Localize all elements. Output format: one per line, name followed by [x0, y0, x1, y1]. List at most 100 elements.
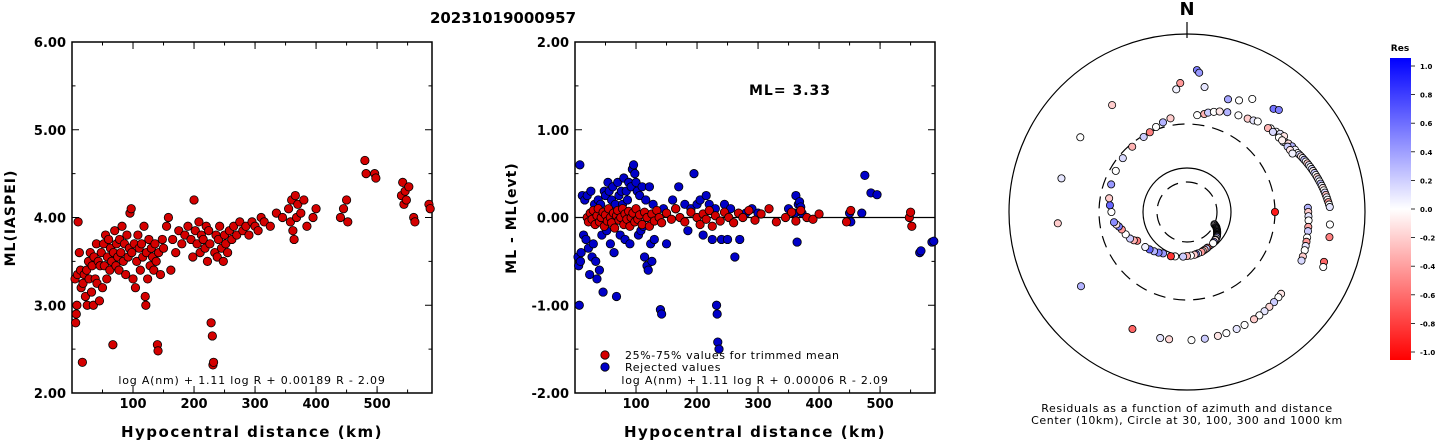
y-tick-label: 0.00 [537, 212, 569, 227]
data-point [141, 300, 151, 310]
y-tick-label: 6.00 [34, 36, 66, 51]
residual-polar-plot: N Residuals as a function of azimuth and… [1008, 0, 1366, 427]
station-point [1271, 207, 1280, 216]
data-point [666, 214, 677, 224]
data-points [573, 160, 939, 354]
data-point [110, 226, 120, 236]
colorbar-tick-label: 0.8 [1420, 92, 1433, 100]
data-point [729, 218, 739, 228]
y-tick-label: -1.00 [532, 299, 569, 314]
legend-label-trimmed: 25%-75% values for trimmed mean [625, 349, 840, 362]
station-point [1105, 201, 1114, 210]
data-point [285, 217, 296, 227]
data-point [166, 265, 176, 275]
data-point [194, 217, 204, 227]
data-point [72, 300, 82, 310]
data-point [158, 243, 169, 253]
station-point [1107, 180, 1116, 189]
data-point [916, 246, 926, 256]
data-point [628, 160, 639, 170]
y-tick-label: 5.00 [34, 124, 66, 139]
data-point [686, 207, 696, 217]
data-point [715, 216, 725, 226]
data-point [683, 226, 693, 236]
data-point [695, 195, 705, 205]
x-tick-label: 200 [683, 397, 710, 412]
colorbar-tick-label: 1.0 [1420, 63, 1433, 71]
station-point [1278, 136, 1287, 145]
station-point [1139, 132, 1148, 141]
station-point [1108, 101, 1117, 110]
data-point [410, 217, 420, 227]
station-point [1179, 252, 1188, 261]
station-point [1209, 239, 1218, 248]
x-tick-label: 100 [119, 397, 146, 412]
data-point [735, 234, 745, 245]
event-id-title: 20231019000957 [430, 9, 576, 27]
station-point [1172, 85, 1181, 94]
data-point [296, 208, 306, 218]
colorbar-tick-label: -0.8 [1420, 320, 1435, 328]
data-point [635, 190, 645, 201]
station-point [1274, 105, 1283, 114]
data-point [796, 205, 806, 216]
data-point [586, 186, 596, 196]
data-point [161, 221, 172, 231]
residual-vs-distance-panel: 100 200 300 400 500 -2.00 -1.00 0.00 1.00 2.00 ML… [504, 36, 939, 441]
data-point [711, 300, 722, 310]
station-point [1107, 207, 1116, 216]
data-point [302, 221, 312, 231]
y-tick-label: 2.00 [537, 36, 569, 51]
data-point [611, 291, 622, 302]
data-point [218, 256, 228, 266]
data-point [73, 217, 83, 227]
data-point [575, 256, 586, 266]
data-point [907, 221, 917, 231]
legend-label-rejected: Rejected values [625, 361, 721, 374]
data-point [701, 190, 711, 201]
data-point [872, 190, 882, 200]
data-point [425, 204, 435, 214]
station-point [1288, 149, 1297, 158]
residual-colorbar: Res 1.0 0.8 0.6 0.4 0.2 0.0 -0.2 -0.4 -0.6 -0.8 -1… [1390, 44, 1435, 360]
station-point [1234, 111, 1243, 120]
station-point [1215, 107, 1224, 116]
y-tick-label: 4.00 [34, 212, 66, 227]
colorbar-tick-label: -0.4 [1420, 263, 1435, 271]
data-point [738, 212, 748, 223]
data-point [232, 230, 242, 240]
data-point [574, 300, 584, 310]
data-point [613, 177, 623, 187]
data-point [581, 234, 591, 245]
station-point [1166, 252, 1175, 261]
data-point [341, 195, 352, 205]
distance-circle [1156, 181, 1218, 243]
data-point [202, 256, 213, 266]
station-point [1297, 256, 1306, 265]
data-point [128, 274, 138, 284]
data-point [661, 239, 672, 249]
data-point [671, 204, 681, 214]
data-point [792, 237, 802, 247]
data-point [585, 269, 595, 280]
polar-caption-line2: Center (10km), Circle at 30, 100, 300 an… [1031, 414, 1343, 427]
data-point [188, 252, 198, 262]
data-point [588, 239, 598, 249]
data-point [401, 195, 411, 205]
data-point [284, 204, 294, 214]
station-point [1255, 311, 1264, 320]
data-point [398, 177, 408, 187]
station-point [1165, 335, 1174, 344]
station-point [1152, 123, 1161, 132]
data-point [722, 234, 733, 245]
data-point [78, 278, 88, 288]
data-point [265, 221, 275, 231]
x-tick-label: 200 [180, 397, 207, 412]
station-point [1250, 315, 1259, 324]
data-point [707, 221, 717, 231]
data-point [680, 217, 690, 227]
data-point [114, 265, 124, 275]
axis-ticks: 100 200 300 400 500 -2.00 -1.00 0.00 1.00 2.00 [532, 36, 935, 412]
data-point [235, 217, 245, 227]
